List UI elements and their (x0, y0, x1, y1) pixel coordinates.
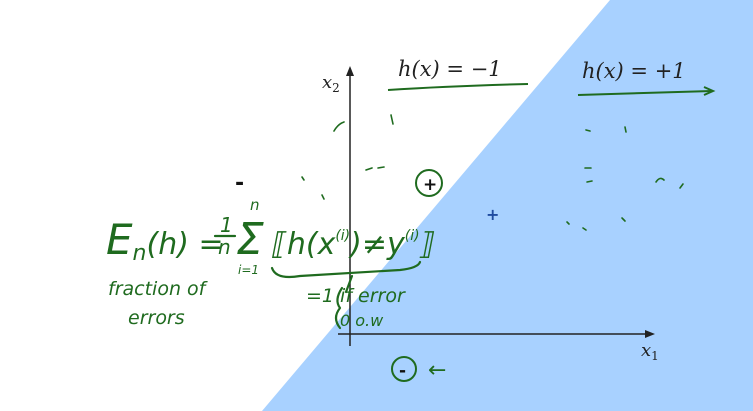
fraction-denominator: n (218, 235, 231, 259)
fraction-note-line1: fraction of (108, 278, 209, 300)
mark-6 (585, 129, 591, 132)
mark-2 (390, 114, 394, 125)
background-marks (301, 114, 684, 231)
positive-underline-arrowhead (703, 86, 716, 96)
mark-12 (566, 221, 570, 225)
fraction-numerator: 1 (220, 213, 233, 237)
mark-7 (624, 126, 627, 133)
pointer-arrow: ← (428, 358, 446, 383)
sum-top: n (250, 196, 260, 214)
indicator-line-otherwise: 0 o.w (340, 311, 384, 330)
bracket-open-part: ⟦h(x (271, 227, 336, 262)
bracket-neq-part: )≠y (348, 227, 406, 262)
blue-plus-marker: + (486, 205, 499, 224)
y-axis-label: x2 (322, 72, 340, 95)
positive-region-label: h(x) = +1 (582, 59, 686, 83)
circled-plus-marker: + (423, 175, 437, 195)
negative-point-marker: - (235, 171, 244, 196)
negative-region-label: h(x) = −1 (398, 57, 502, 81)
formula-lhs-arg: (h) = (147, 227, 224, 262)
mark-5 (321, 194, 325, 200)
bracket-close-part: ⟧ (419, 227, 435, 262)
mark-4 (301, 176, 305, 181)
positive-region (262, 0, 753, 411)
indicator-underbrace (270, 260, 422, 279)
indicator-left-brace (334, 286, 344, 330)
y-axis-label-main: x (322, 72, 332, 93)
mark-9 (586, 180, 593, 183)
mark-13 (582, 227, 587, 231)
formula-lhs-sub: n (133, 241, 147, 266)
sum-bottom: i=1 (238, 263, 259, 277)
x-axis-label-main: x (641, 340, 651, 361)
sum-symbol: Σ (236, 214, 264, 265)
bracket-sup-2: (i) (405, 228, 420, 244)
circled-minus-ring (391, 356, 417, 382)
bracket-expression: ⟦h(x(i))≠y(i)⟧ (271, 227, 435, 262)
mark-14 (621, 217, 626, 222)
x-axis-arrow (645, 330, 655, 338)
circled-plus-ring (415, 169, 443, 197)
x-axis-label-sub: 1 (651, 349, 659, 363)
formula-lhs: En(h) = (106, 215, 224, 266)
mark-11 (679, 183, 684, 189)
mark-10 (655, 177, 665, 183)
negative-label-underline (387, 83, 529, 91)
positive-label-underline (577, 90, 713, 96)
circled-minus-marker: - (399, 361, 406, 381)
bracket-sup-1: (i) (335, 228, 350, 244)
mark-3 (365, 166, 385, 171)
indicator-line-error: =1 if error (306, 285, 406, 307)
error-formula: En(h) = 1 n n Σ i=1 ⟦h(x(i))≠y(i)⟧ fract… (106, 196, 435, 330)
y-axis-label-sub: 2 (332, 81, 340, 95)
formula-lhs-e: E (106, 215, 133, 264)
x-axis-label: x1 (641, 340, 659, 363)
indicator-brace-tail (344, 274, 354, 294)
fraction-note-line2: errors (128, 307, 185, 329)
y-axis-arrow (346, 66, 354, 76)
mark-1 (333, 121, 345, 132)
